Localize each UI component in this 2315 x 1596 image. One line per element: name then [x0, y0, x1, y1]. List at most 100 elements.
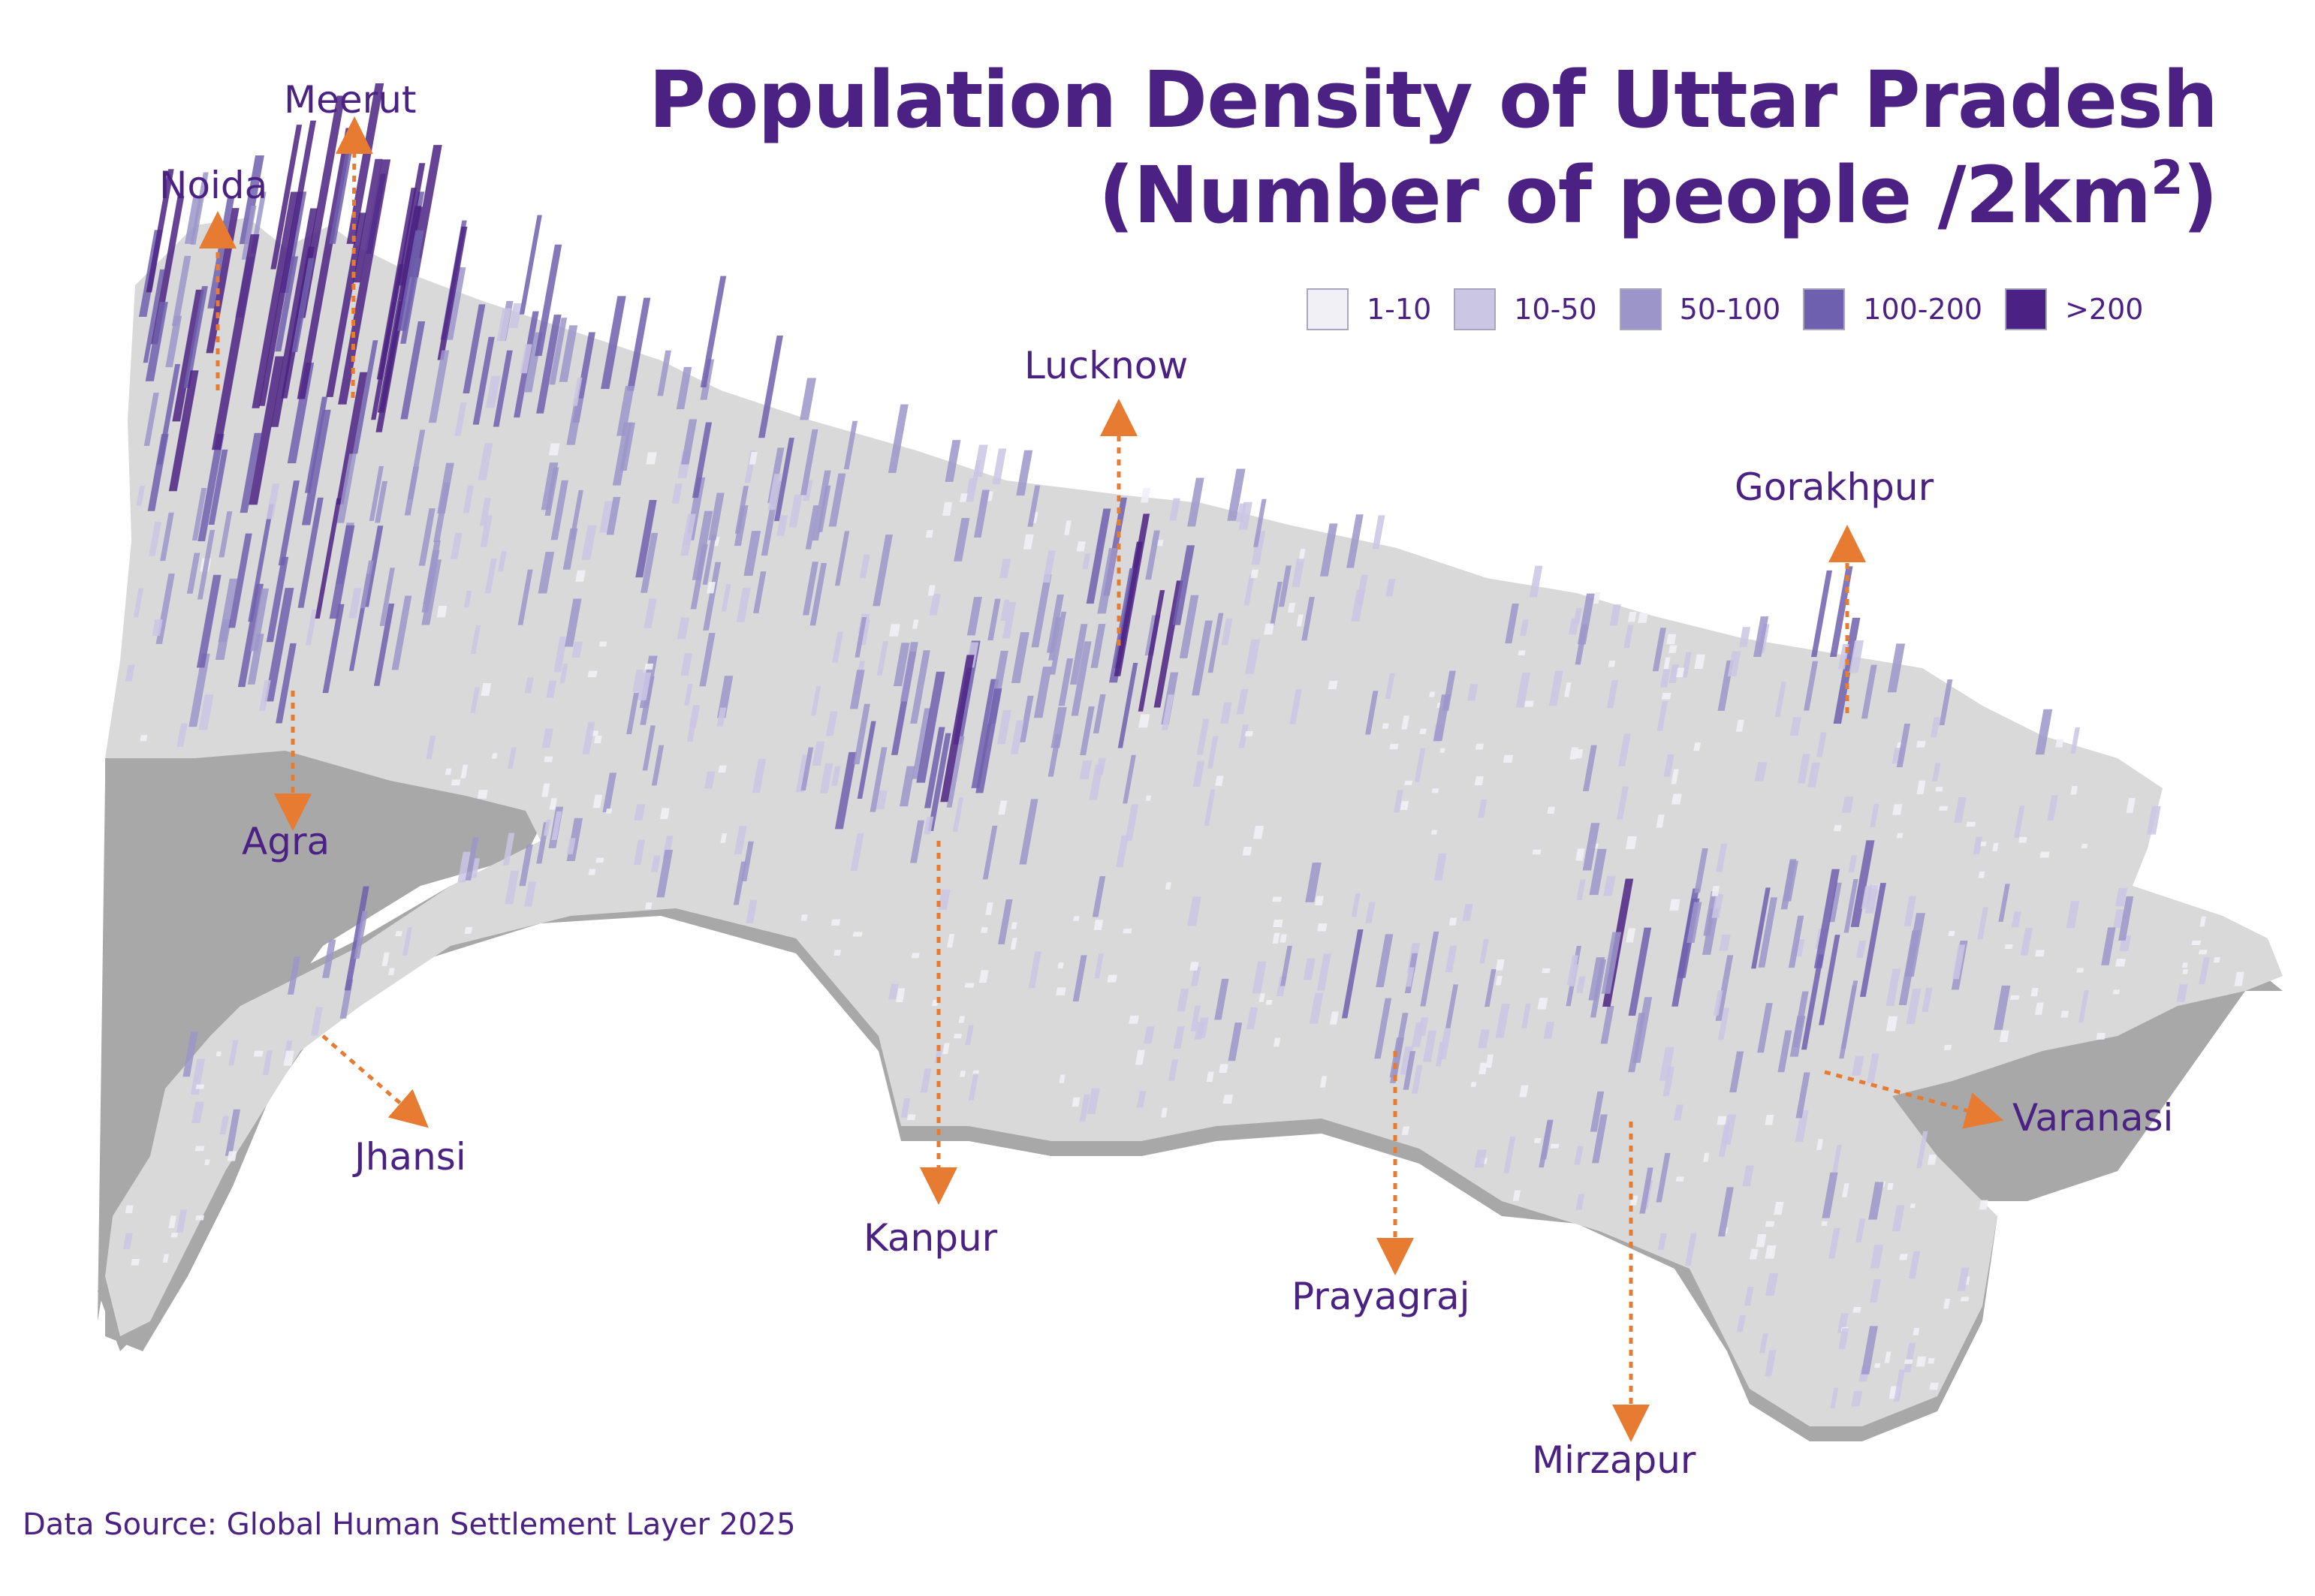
density-bar: [657, 350, 671, 396]
density-bar: [266, 483, 280, 519]
density-bar: [1145, 795, 1152, 801]
density-bar: [925, 530, 933, 538]
density-bar: [1168, 1059, 1179, 1081]
density-bar: [656, 849, 674, 898]
city-label-agra: Agra: [242, 820, 330, 863]
density-bar: [287, 363, 315, 464]
density-bar: [1010, 938, 1017, 950]
density-bar: [1116, 835, 1129, 867]
density-bar: [2147, 806, 2161, 835]
density-bar: [225, 1109, 241, 1156]
density-bar: [975, 688, 1002, 793]
density-bar: [428, 350, 450, 423]
density-bar: [1177, 989, 1189, 1012]
density-bar: [1252, 826, 1265, 839]
density-bar: [1874, 1363, 1881, 1368]
density-bar: [1908, 1251, 1921, 1279]
density-bar: [900, 766, 915, 807]
density-bar: [1913, 1328, 1920, 1336]
data-source: Data Source: Global Human Settlement Lay…: [23, 1507, 796, 1542]
density-bar: [176, 1209, 188, 1233]
density-bar: [2126, 797, 2136, 813]
density-bar: [1848, 855, 1858, 873]
density-bar: [1887, 643, 1906, 693]
density-bar: [1979, 1200, 1988, 1210]
density-bar: [972, 1070, 979, 1075]
density-bar: [1136, 1091, 1147, 1108]
density-bar: [478, 443, 493, 480]
density-bar: [716, 676, 734, 718]
density-bar: [1758, 897, 1777, 968]
density-bar: [1445, 984, 1458, 1028]
density-bar: [1893, 1369, 1905, 1402]
density-bar: [1138, 714, 1150, 728]
density-bar: [981, 927, 988, 933]
density-bar: [833, 950, 842, 956]
density-bar: [1548, 670, 1563, 706]
density-bar: [1204, 789, 1216, 826]
density-bar: [1849, 640, 1864, 673]
density-bar: [1609, 604, 1621, 626]
density-bar: [1904, 896, 1917, 926]
density-bar: [1298, 549, 1306, 562]
density-bar: [1659, 669, 1671, 688]
density-bar: [304, 396, 328, 493]
density-bar: [1547, 806, 1555, 814]
density-bar: [1943, 1299, 1951, 1309]
density-bar: [1010, 720, 1024, 754]
density-bar: [677, 617, 690, 640]
density-bar: [1749, 1248, 1759, 1260]
density-bar: [1162, 694, 1174, 730]
density-bar: [446, 267, 466, 340]
density-bar: [1885, 1016, 1898, 1031]
density-bar: [1859, 883, 1886, 997]
density-bar: [1717, 1007, 1729, 1040]
density-bar: [1429, 691, 1436, 697]
density-bar: [671, 483, 683, 504]
density-bar: [1916, 1356, 1927, 1367]
density-bar: [1842, 1183, 1849, 1197]
density-bar: [1505, 603, 1519, 643]
density-bar: [1414, 748, 1426, 782]
density-bar: [168, 370, 199, 492]
density-bar: [1206, 1071, 1214, 1083]
density-bar: [642, 725, 656, 771]
density-bar: [250, 588, 270, 652]
density-bar: [329, 525, 355, 619]
density-bar: [1002, 602, 1017, 639]
density-bar: [2115, 959, 2126, 967]
density-bar: [1593, 592, 1601, 604]
density-bar: [1663, 657, 1671, 670]
density-bar: [1906, 989, 1922, 1025]
density-bar: [734, 826, 747, 855]
density-bar: [1244, 639, 1260, 674]
density-bar: [146, 169, 174, 293]
density-bar: [463, 590, 472, 608]
density-bar: [1385, 579, 1396, 597]
density-bar: [1931, 763, 1941, 781]
density-bar: [352, 158, 383, 283]
density-bar: [348, 588, 362, 619]
density-bar: [1608, 660, 1616, 667]
legend-swatch: [1454, 288, 1497, 330]
density-bar: [1470, 1082, 1477, 1087]
density-bar: [1264, 623, 1274, 635]
density-bar: [1742, 1165, 1754, 1187]
density-bar: [457, 851, 472, 883]
density-bar: [541, 728, 553, 748]
density-bar: [1821, 1221, 1828, 1226]
density-bar: [888, 983, 899, 1000]
density-bar: [627, 297, 651, 391]
density-bar: [276, 643, 297, 724]
density-bar: [910, 820, 925, 863]
density-bar: [934, 1045, 943, 1063]
density-bar: [651, 745, 665, 786]
density-bar: [1656, 1152, 1671, 1203]
density-bar: [2009, 995, 2020, 1000]
density-bar: [1687, 902, 1702, 944]
legend-label: 100-200: [1863, 293, 1983, 326]
density-bar: [1676, 667, 1685, 678]
density-bar: [634, 804, 646, 821]
density-bar: [1273, 1037, 1281, 1047]
density-bar: [853, 703, 870, 765]
